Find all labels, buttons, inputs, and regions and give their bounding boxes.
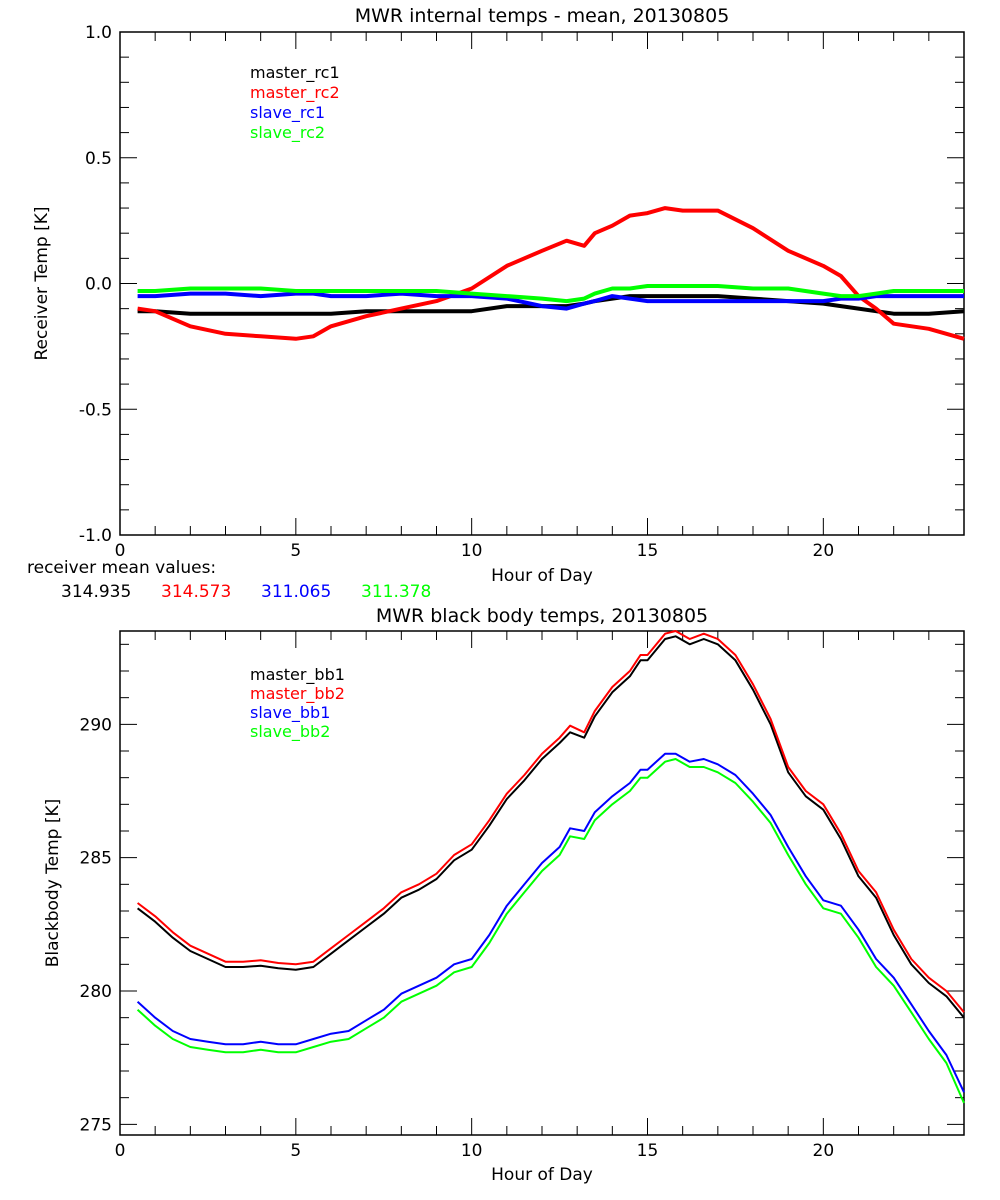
- series-line-master-bb2: [136, 630, 965, 1013]
- x-tick-label: 0: [115, 1141, 126, 1161]
- plot-frame: [119, 630, 965, 1136]
- x-axis-label: Hour of Day: [491, 566, 593, 586]
- receiver-mean-value: 314.935: [61, 582, 131, 602]
- y-tick-label: 275: [80, 1115, 112, 1135]
- y-tick-label: -0.5: [79, 400, 112, 420]
- series-line-slave-bb1: [136, 752, 965, 1093]
- y-tick-label: 0.0: [85, 275, 112, 295]
- y-tick-label: 290: [80, 715, 112, 735]
- y-tick-label: 0.5: [85, 149, 112, 169]
- receiver-mean-value: 311.065: [261, 582, 331, 602]
- legend-item-slave-rc2: slave_rc2: [250, 123, 325, 143]
- x-tick-label: 10: [461, 541, 483, 561]
- series-line-slave-bb2: [136, 758, 965, 1104]
- legend-item-slave-rc1: slave_rc1: [250, 103, 325, 123]
- series-line-master-rc2: [137, 206, 965, 341]
- x-tick-label: 0: [115, 541, 126, 561]
- x-tick-label: 15: [637, 1141, 659, 1161]
- legend-item-master-bb2: master_bb2: [250, 684, 345, 704]
- x-tick-label: 20: [813, 1141, 835, 1161]
- y-axis-label: Receiver Temp [K]: [32, 206, 52, 360]
- y-axis-label: Blackbody Temp [K]: [43, 799, 63, 968]
- series-line-master-bb1: [136, 635, 965, 1019]
- legend-item-master-rc2: master_rc2: [250, 83, 340, 103]
- chart-title: MWR black body temps, 20130805: [376, 605, 708, 627]
- series-lines: [137, 206, 965, 341]
- legend-item-master-rc1: master_rc1: [250, 63, 340, 83]
- axis-ticks: 0 5 10 15 20 -1.0 -0.5 0.0 0.5 1.0: [79, 23, 965, 561]
- x-tick-label: 15: [637, 541, 659, 561]
- receiver-temp-chart: MWR internal temps - mean, 20130805 0 5 10…: [27, 5, 965, 602]
- y-tick-label: 1.0: [85, 23, 112, 43]
- plot-frame: [119, 31, 965, 536]
- x-tick-label: 5: [290, 1141, 301, 1161]
- x-tick-label: 5: [290, 541, 301, 561]
- series-line-slave-rc2: [137, 284, 964, 304]
- receiver-mean-value: 314.573: [161, 582, 231, 602]
- x-axis-label: Hour of Day: [491, 1165, 593, 1185]
- blackbody-temp-chart: MWR black body temps, 20130805 0 5 10 15 20 2…: [43, 605, 965, 1185]
- legend-item-slave-bb2: slave_bb2: [250, 722, 330, 742]
- y-tick-label: 280: [80, 982, 112, 1002]
- y-tick-label: 285: [80, 849, 112, 869]
- x-tick-label: 10: [461, 1141, 483, 1161]
- receiver-mean-value: 311.378: [361, 582, 431, 602]
- series-lines: [136, 630, 965, 1104]
- y-tick-label: -1.0: [79, 526, 112, 546]
- receiver-mean-values: 314.935 314.573 311.065 311.378: [61, 582, 431, 602]
- legend-item-master-bb1: master_bb1: [250, 665, 345, 685]
- receiver-mean-label: receiver mean values:: [27, 558, 216, 578]
- x-tick-label: 20: [813, 541, 835, 561]
- axis-ticks: 0 5 10 15 20 275 280 285 290: [80, 631, 965, 1161]
- legend-item-slave-bb1: slave_bb1: [250, 703, 330, 723]
- series-line-slave-rc1: [137, 291, 964, 311]
- chart-title: MWR internal temps - mean, 20130805: [355, 5, 730, 27]
